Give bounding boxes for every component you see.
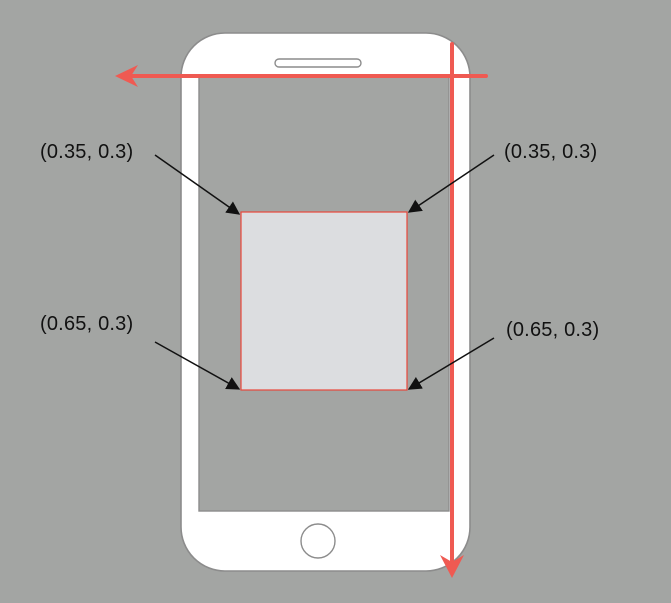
coordinate-label-bottom-left: (0.65, 0.3) — [40, 313, 134, 335]
y-axis-arrow — [440, 42, 464, 578]
coordinate-label-bottom-right: (0.65, 0.3) — [506, 319, 600, 341]
home-button-icon — [300, 523, 336, 559]
pointer-arrow-top-right — [407, 154, 495, 213]
speaker-slot-icon — [274, 58, 362, 68]
highlighted-region — [240, 211, 408, 391]
pointer-arrow-bottom-left — [154, 341, 241, 390]
pointer-arrow-top-left — [154, 154, 241, 215]
coordinate-label-top-right: (0.35, 0.3) — [504, 141, 598, 163]
coordinate-label-top-left: (0.35, 0.3) — [40, 141, 134, 163]
pointer-arrow-bottom-right — [407, 337, 495, 390]
x-axis-arrow — [115, 65, 488, 87]
